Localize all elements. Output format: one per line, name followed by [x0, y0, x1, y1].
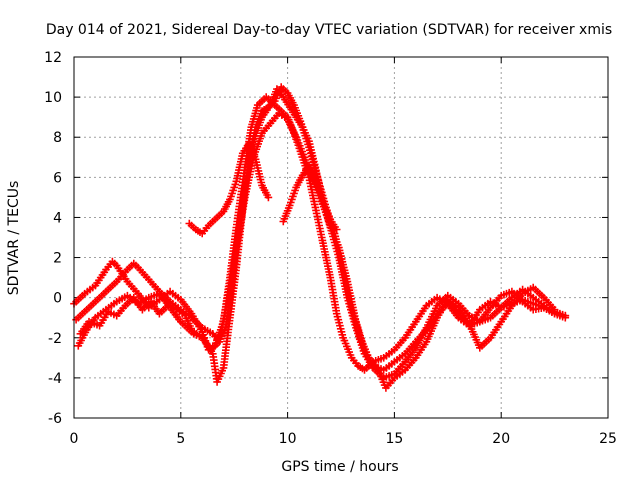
data-point — [229, 186, 237, 195]
data-series — [70, 83, 570, 392]
y-tick-label: 4 — [53, 210, 62, 226]
data-point — [228, 189, 236, 198]
series-arc-4 — [76, 109, 570, 374]
y-tick-label: 0 — [53, 291, 62, 307]
data-point — [378, 375, 386, 384]
data-point — [301, 131, 309, 140]
grid-lines — [74, 57, 608, 418]
y-tick-label: 6 — [53, 170, 62, 186]
x-tick-label: 5 — [176, 431, 185, 447]
data-point — [336, 321, 344, 330]
data-point — [303, 137, 311, 146]
data-point — [291, 186, 299, 195]
x-tick-label: 0 — [70, 431, 79, 447]
series-line — [73, 96, 567, 371]
y-tick-label: -2 — [48, 331, 62, 347]
y-tick-label: 2 — [53, 251, 62, 267]
axis-ticks — [73, 56, 609, 419]
data-point — [299, 126, 308, 134]
data-point — [307, 152, 316, 161]
data-point — [290, 189, 298, 198]
data-point — [302, 134, 310, 143]
series-line — [77, 86, 556, 389]
data-point — [300, 129, 308, 137]
data-point — [230, 183, 238, 192]
y-tick-label: -4 — [48, 371, 62, 387]
data-point — [561, 313, 570, 322]
data-point — [264, 193, 273, 202]
data-point — [314, 182, 322, 191]
data-point — [296, 117, 305, 125]
data-point — [227, 192, 235, 201]
x-tick-label: 25 — [599, 431, 617, 447]
x-axis-label: GPS time / hours — [281, 459, 398, 475]
data-point — [287, 198, 295, 207]
data-point — [332, 225, 341, 234]
data-point — [340, 263, 348, 272]
data-point — [309, 158, 317, 167]
data-point — [285, 201, 294, 210]
y-tick-label: 8 — [53, 130, 62, 146]
data-point — [311, 173, 320, 182]
data-point — [231, 180, 240, 189]
data-point — [289, 192, 297, 201]
plot-frame — [73, 56, 609, 419]
data-point — [338, 331, 347, 339]
y-tick-labels: -6 -4 -2 0 2 4 6 8 10 12 — [44, 50, 62, 427]
x-tick-label: 20 — [492, 431, 510, 447]
data-point — [226, 195, 234, 204]
data-point — [304, 140, 312, 149]
data-point — [315, 188, 324, 197]
y-tick-label: 12 — [44, 50, 62, 66]
y-tick-label: 10 — [44, 90, 62, 106]
data-point — [288, 195, 296, 204]
x-tick-labels: 0 5 10 15 20 25 — [70, 431, 617, 447]
data-point — [308, 155, 317, 164]
data-point — [297, 120, 306, 128]
data-point — [358, 337, 366, 346]
y-tick-label: -6 — [48, 411, 62, 427]
data-point — [334, 315, 343, 324]
series-arc-3 — [74, 83, 559, 392]
data-point — [298, 123, 307, 131]
x-tick-label: 15 — [385, 431, 403, 447]
series-arc-6 — [279, 161, 341, 234]
series-arc-5 — [185, 139, 273, 238]
data-point — [356, 332, 364, 340]
y-axis-label: SDTVAR / TECUs — [6, 181, 22, 296]
data-point — [341, 339, 350, 348]
chart-title: Day 014 of 2021, Sidereal Day-to-day VTE… — [46, 22, 612, 38]
data-point — [306, 146, 314, 155]
x-tick-label: 10 — [279, 431, 297, 447]
